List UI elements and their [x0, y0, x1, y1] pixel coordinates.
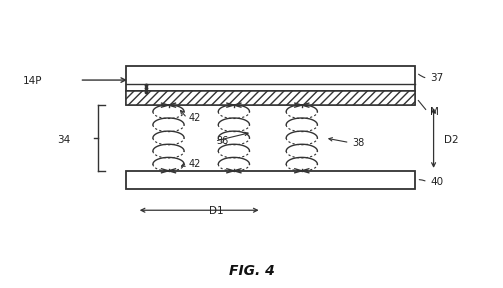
Text: FIG. 4: FIG. 4 — [229, 264, 274, 278]
Bar — [126, 66, 415, 91]
Bar — [126, 171, 415, 189]
Text: 42: 42 — [189, 159, 201, 168]
Text: 14P: 14P — [23, 76, 43, 86]
Bar — [126, 91, 415, 105]
Text: D2: D2 — [444, 135, 458, 145]
Text: D1: D1 — [209, 206, 223, 216]
Text: 37: 37 — [430, 73, 443, 83]
Text: 42: 42 — [189, 113, 201, 123]
Text: 36: 36 — [216, 136, 228, 146]
Text: M: M — [430, 107, 439, 117]
Bar — [126, 91, 415, 105]
Text: 40: 40 — [430, 177, 443, 187]
Text: 34: 34 — [57, 135, 70, 145]
Text: 38: 38 — [352, 138, 364, 147]
